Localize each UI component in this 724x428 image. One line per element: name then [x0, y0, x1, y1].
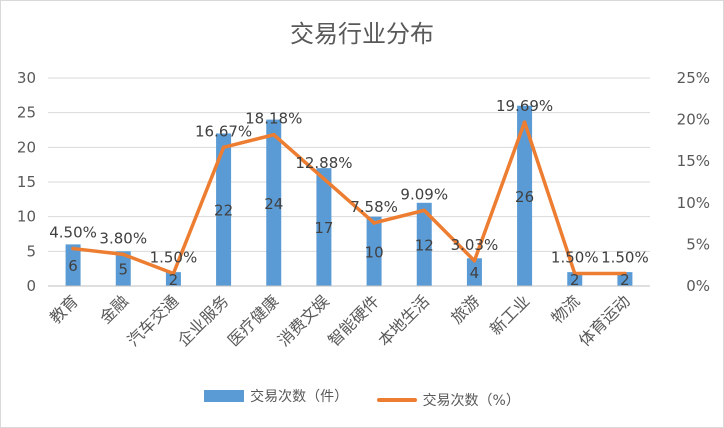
bar-value-label: 6 — [68, 257, 78, 275]
bar-value-label: 22 — [214, 202, 233, 220]
chart-title: 交易行业分布 — [290, 20, 434, 48]
y-right-tick-label: 10% — [677, 194, 710, 212]
legend-bar-label: 交易次数（件） — [250, 389, 349, 405]
x-category-label: 教育 — [46, 291, 82, 327]
bar — [466, 258, 482, 286]
percent-line — [71, 120, 627, 276]
line-point — [623, 271, 627, 276]
bar-value-label: 4 — [470, 264, 480, 282]
bar-value-label: 26 — [515, 188, 534, 206]
percent-data-label: 1.50% — [551, 249, 599, 267]
x-category-label: 物流 — [548, 291, 584, 327]
percent-data-label: 9.09% — [400, 185, 448, 203]
line-point — [422, 208, 427, 213]
percent-data-label: 19.69% — [496, 97, 553, 115]
x-category-label: 汽车交通 — [124, 291, 183, 350]
legend-line-swatch — [376, 398, 417, 402]
bar-value-label: 5 — [118, 261, 128, 279]
y-right-tick-label: 15% — [677, 152, 710, 170]
x-category-label: 新工业 — [486, 291, 533, 338]
bar — [416, 202, 432, 286]
bar-value-label: 12 — [415, 236, 434, 254]
percent-data-label: 12.88% — [295, 154, 352, 172]
line-point — [71, 246, 75, 251]
bar-value-label: 10 — [365, 243, 384, 261]
bar-value-label: 2 — [620, 271, 630, 289]
percent-data-label: 18.18% — [245, 110, 302, 128]
gridlines — [48, 77, 650, 252]
legend-item-line: 交易次数（%） — [376, 390, 520, 410]
percent-data-label: 4.50% — [49, 224, 97, 242]
bar — [216, 133, 232, 286]
line-point — [522, 120, 527, 124]
y-right-tick-label: 20% — [677, 111, 710, 129]
percent-data-label: 16.67% — [195, 122, 252, 140]
y-right-tick-label: 5% — [686, 235, 710, 253]
line-point — [271, 132, 276, 137]
x-category-label: 体育运动 — [575, 291, 634, 350]
y-right-tick-label: 25% — [677, 69, 710, 87]
line-point — [322, 177, 326, 181]
bar-value-label: 17 — [314, 219, 333, 237]
percent-data-label: 1.50% — [150, 249, 198, 267]
x-category-label: 消费文娱 — [274, 291, 333, 350]
bar-series — [65, 105, 633, 286]
y-left-tick-label: 20 — [17, 138, 36, 156]
bar-value-label: 2 — [169, 271, 179, 289]
line-point — [572, 271, 577, 276]
x-category-label: 本地生活 — [374, 291, 433, 350]
y-left-tick-label: 0 — [26, 277, 36, 295]
line-point — [472, 258, 477, 263]
percent-data-label: 7.58% — [350, 198, 398, 216]
bar — [115, 251, 131, 286]
bar — [617, 272, 633, 286]
x-category-label: 智能硬件 — [324, 291, 383, 350]
bar — [266, 119, 282, 286]
line-series — [71, 120, 627, 276]
bar — [517, 105, 533, 286]
y-left-tick-label: 30 — [17, 69, 36, 87]
legend-item-bar: 交易次数（件） — [204, 386, 348, 406]
legend-bar-swatch — [204, 390, 245, 402]
bar — [366, 216, 382, 286]
bar — [567, 272, 583, 286]
line-point — [171, 271, 176, 276]
y-right-tick-label: 0% — [686, 277, 710, 295]
bar — [316, 168, 332, 286]
y-left-tick-label: 25 — [17, 104, 36, 122]
bar — [165, 272, 181, 286]
y-left-tick-label: 10 — [17, 208, 36, 226]
bar — [65, 244, 81, 286]
y-left-tick-label: 5 — [26, 242, 36, 260]
legend-line-label: 交易次数（%） — [422, 393, 520, 409]
percent-data-label: 3.03% — [451, 236, 499, 254]
x-category-label: 旅游 — [447, 291, 483, 327]
bar-value-label: 24 — [264, 195, 283, 213]
x-category-label: 金融 — [96, 291, 132, 327]
legend: 交易次数（件） 交易次数（%） — [0, 386, 724, 410]
bar-value-label: 2 — [570, 271, 580, 289]
percent-data-label: 3.80% — [99, 229, 147, 247]
x-category-label: 医疗健康 — [224, 291, 283, 350]
line-point — [372, 221, 376, 225]
y-left-tick-label: 15 — [17, 173, 36, 191]
line-point — [221, 145, 226, 150]
percent-data-label: 1.50% — [601, 249, 649, 267]
x-category-label: 企业服务 — [174, 291, 233, 350]
line-point — [121, 252, 126, 257]
